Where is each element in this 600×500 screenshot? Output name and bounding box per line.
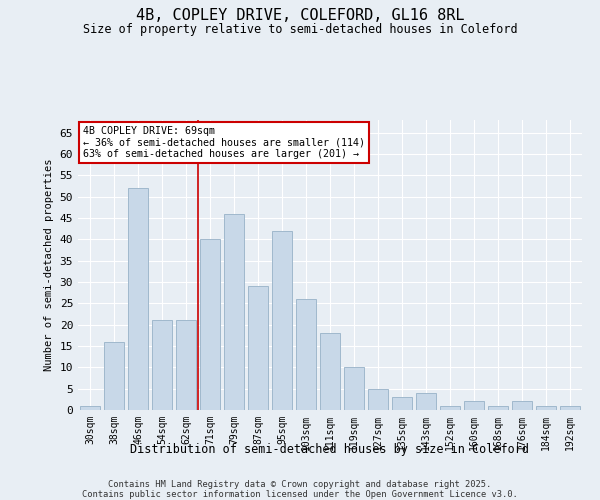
- Text: Size of property relative to semi-detached houses in Coleford: Size of property relative to semi-detach…: [83, 22, 517, 36]
- Bar: [368, 388, 388, 410]
- Bar: [104, 342, 124, 410]
- Bar: [152, 320, 172, 410]
- Bar: [536, 406, 556, 410]
- Text: Contains HM Land Registry data © Crown copyright and database right 2025.
Contai: Contains HM Land Registry data © Crown c…: [82, 480, 518, 500]
- Bar: [320, 333, 340, 410]
- Bar: [416, 393, 436, 410]
- Bar: [80, 406, 100, 410]
- Bar: [392, 397, 412, 410]
- Bar: [272, 231, 292, 410]
- Bar: [512, 402, 532, 410]
- Y-axis label: Number of semi-detached properties: Number of semi-detached properties: [44, 159, 54, 371]
- Bar: [248, 286, 268, 410]
- Bar: [128, 188, 148, 410]
- Bar: [560, 406, 580, 410]
- Text: 4B COPLEY DRIVE: 69sqm
← 36% of semi-detached houses are smaller (114)
63% of se: 4B COPLEY DRIVE: 69sqm ← 36% of semi-det…: [83, 126, 365, 159]
- Bar: [176, 320, 196, 410]
- Bar: [488, 406, 508, 410]
- Bar: [224, 214, 244, 410]
- Bar: [464, 402, 484, 410]
- Text: 4B, COPLEY DRIVE, COLEFORD, GL16 8RL: 4B, COPLEY DRIVE, COLEFORD, GL16 8RL: [136, 8, 464, 22]
- Bar: [440, 406, 460, 410]
- Bar: [200, 240, 220, 410]
- Text: Distribution of semi-detached houses by size in Coleford: Distribution of semi-detached houses by …: [131, 442, 530, 456]
- Bar: [344, 368, 364, 410]
- Bar: [296, 299, 316, 410]
